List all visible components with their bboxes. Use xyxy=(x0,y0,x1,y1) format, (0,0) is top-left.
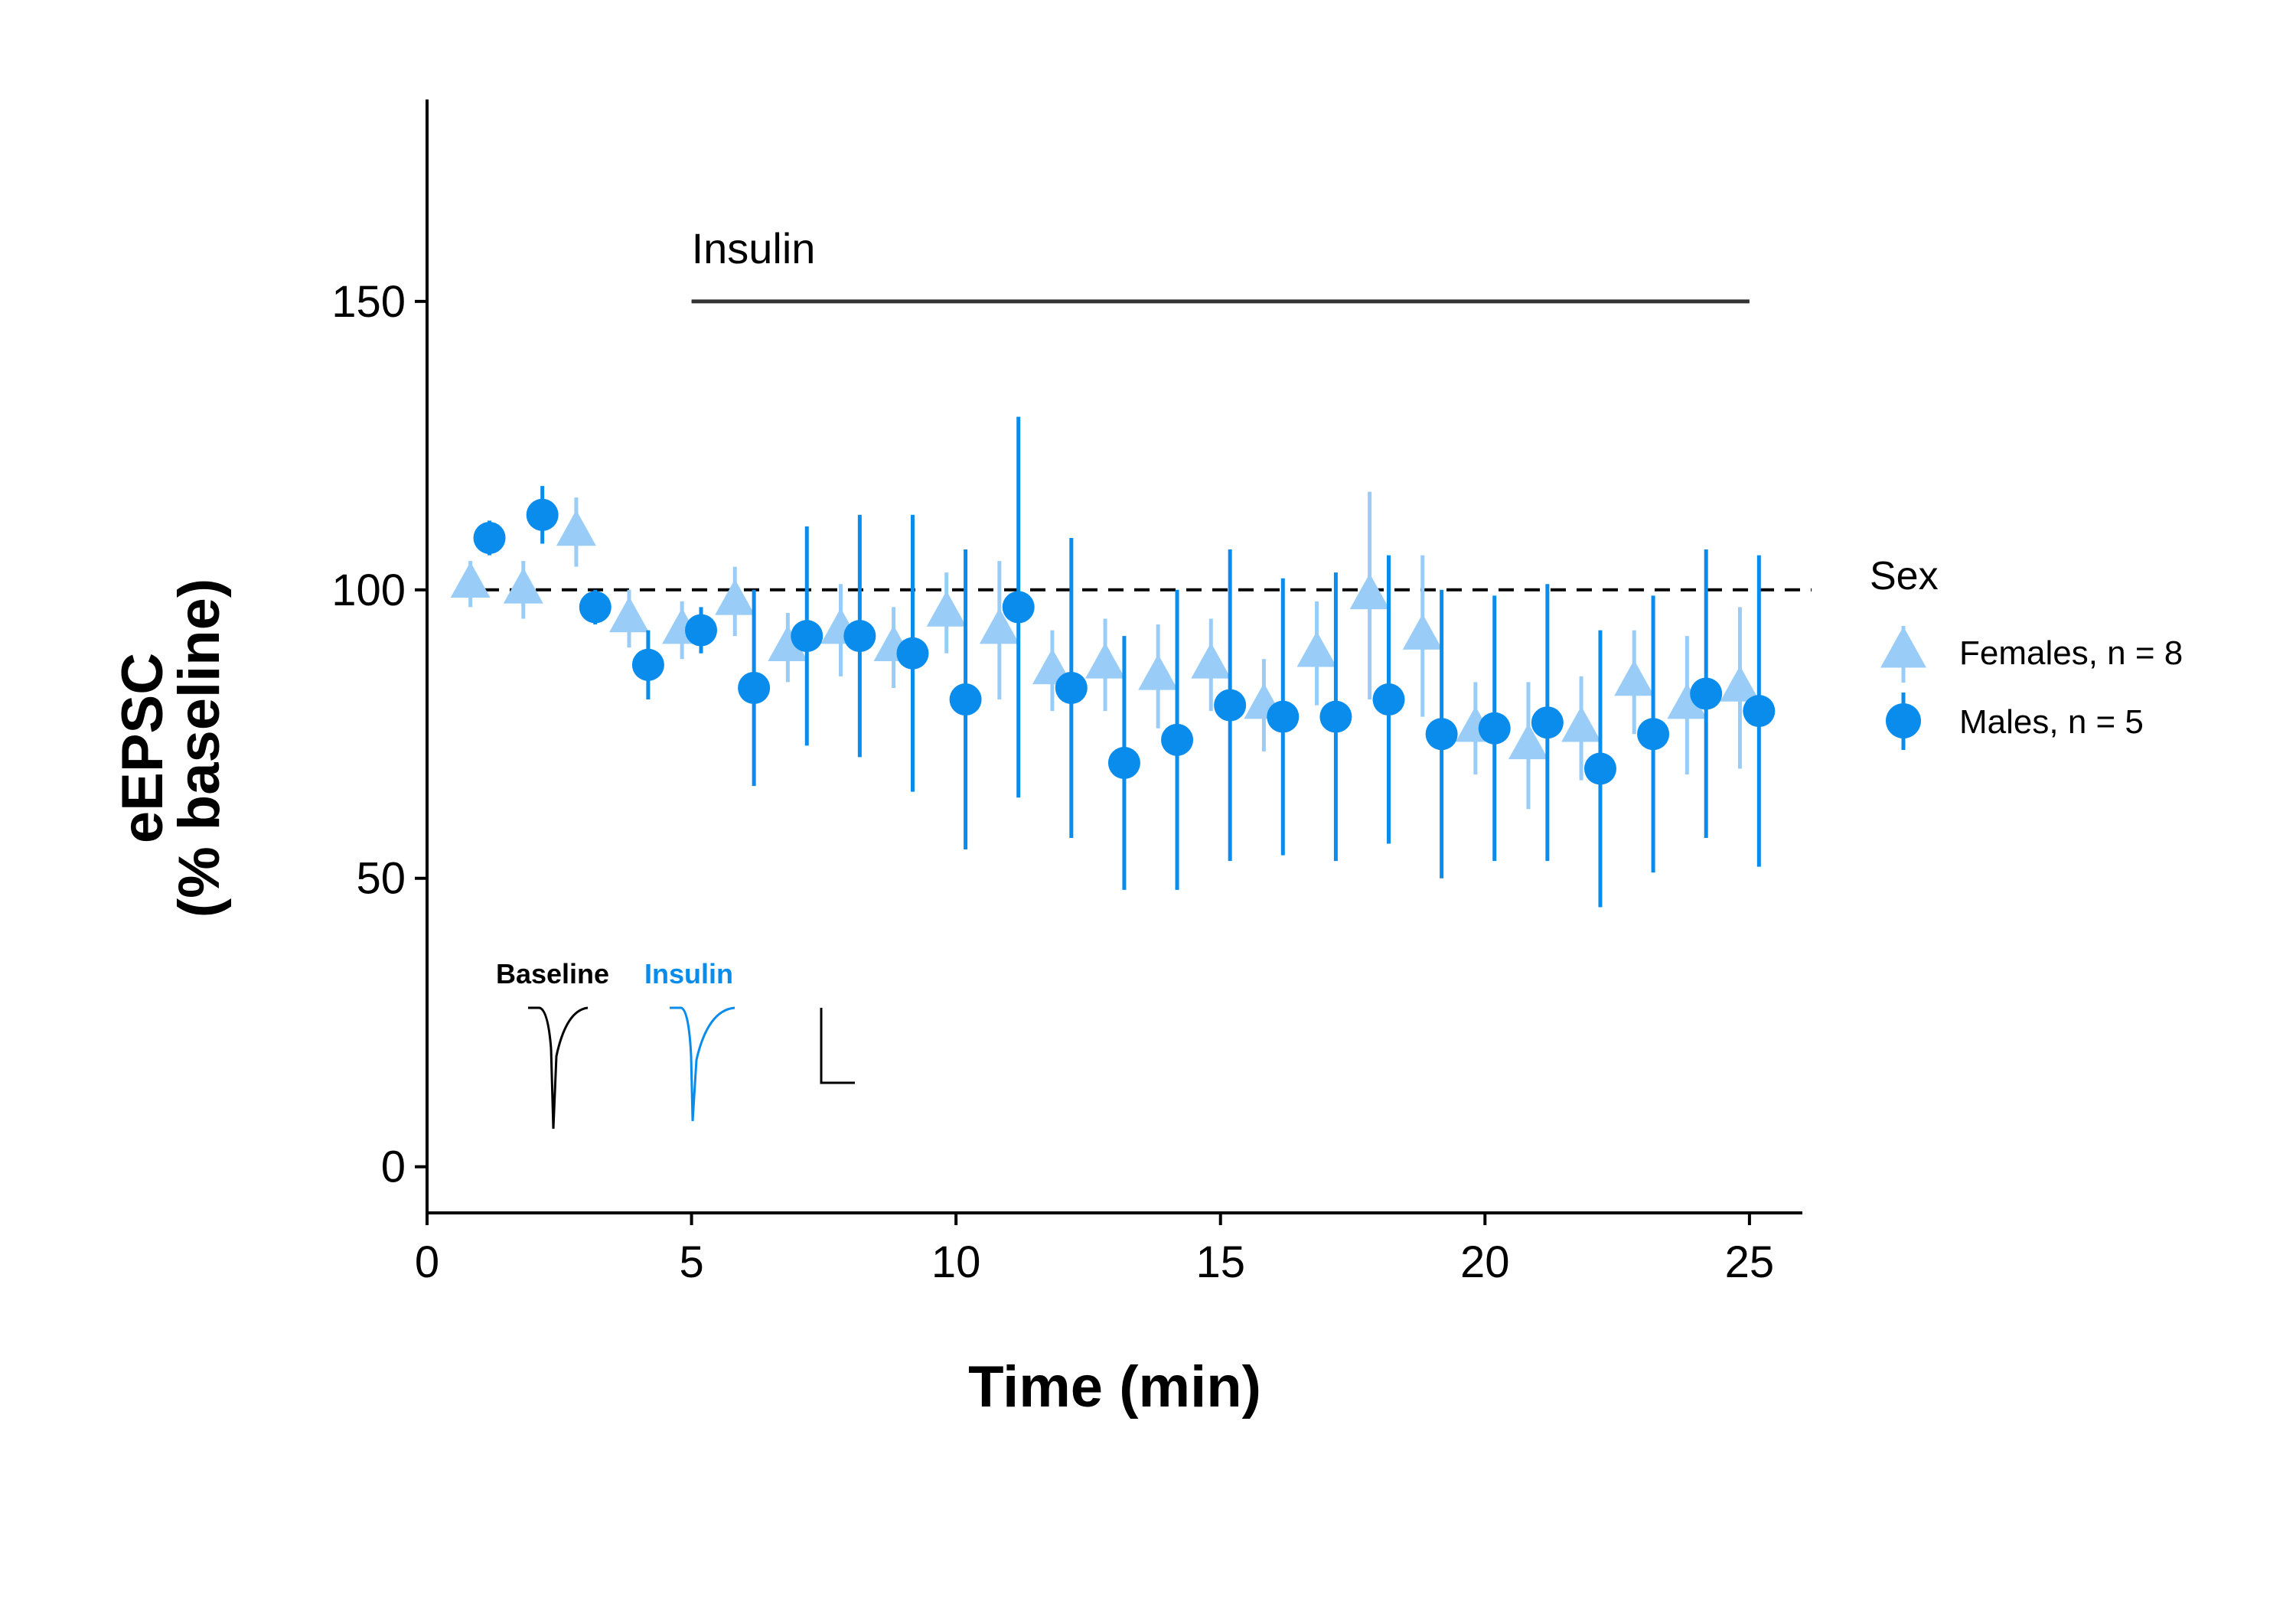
male-point xyxy=(1743,695,1776,728)
male-point xyxy=(949,683,982,716)
y-tick-label: 50 xyxy=(356,854,406,904)
male-point xyxy=(791,620,823,653)
female-point xyxy=(1402,614,1443,650)
male-point xyxy=(1214,689,1247,722)
female-point xyxy=(768,625,808,661)
male-point xyxy=(631,648,664,681)
legend-female-marker xyxy=(1880,626,1926,668)
x-axis-title: Time (min) xyxy=(968,1354,1261,1420)
male-point xyxy=(1583,752,1616,785)
legend-male-label: Males, n = 5 xyxy=(1959,703,2144,741)
female-point xyxy=(1349,573,1390,610)
female-point xyxy=(556,510,596,546)
x-tick-label: 0 xyxy=(415,1237,439,1287)
female-point xyxy=(1508,723,1548,760)
male-point xyxy=(843,620,876,653)
male-point xyxy=(896,637,929,670)
male-point xyxy=(1107,746,1140,779)
y-axis-title-line2: (% baseline) xyxy=(167,579,232,918)
female-point xyxy=(979,608,1019,644)
x-tick-label: 20 xyxy=(1460,1237,1510,1287)
male-point xyxy=(473,521,506,554)
male-point xyxy=(1319,700,1352,733)
male-point xyxy=(1267,700,1300,733)
male-point xyxy=(526,498,559,531)
inset-baseline-trace xyxy=(528,1006,589,1129)
x-tick-label: 15 xyxy=(1195,1237,1245,1287)
male-point xyxy=(738,671,771,704)
female-point xyxy=(1561,706,1602,742)
male-point xyxy=(1637,718,1670,751)
inset-baseline-label: Baseline xyxy=(496,958,609,989)
male-point xyxy=(1478,712,1511,745)
female-point xyxy=(1720,665,1760,702)
male-point xyxy=(1161,723,1194,756)
female-point xyxy=(450,562,491,598)
legend-female-label: Females, n = 8 xyxy=(1959,634,2183,672)
male-point xyxy=(1055,671,1088,704)
female-point xyxy=(609,596,650,633)
male-point xyxy=(579,591,612,624)
male-point xyxy=(1690,677,1723,710)
female-point xyxy=(1614,660,1655,696)
female-point xyxy=(1296,631,1337,667)
female-point xyxy=(715,579,755,615)
male-point xyxy=(1531,706,1564,739)
plot-area: 0 5 10 15 20 25 0 50 100 150 Time (min) eEPSC(% bas… xyxy=(110,99,2183,1420)
y-tick-label: 150 xyxy=(331,277,406,327)
male-point xyxy=(685,614,718,647)
inset-insulin-trace xyxy=(670,1006,735,1122)
male-point xyxy=(1425,718,1458,751)
male-point xyxy=(1002,591,1035,624)
x-tick-label: 5 xyxy=(679,1237,703,1287)
y-tick-label: 0 xyxy=(381,1143,406,1192)
female-point xyxy=(1191,642,1231,679)
female-point xyxy=(1138,654,1179,690)
x-tick-label: 10 xyxy=(931,1237,981,1287)
male-point xyxy=(1372,683,1405,716)
x-tick-label: 25 xyxy=(1725,1237,1775,1287)
female-point xyxy=(926,590,967,627)
legend-male-marker xyxy=(1886,703,1921,738)
treatment-label: Insulin xyxy=(692,224,816,272)
inset-scale-bar xyxy=(820,1008,855,1084)
female-point xyxy=(1085,642,1126,679)
legend-title: Sex xyxy=(1870,554,1939,598)
y-axis-title-line1: eEPSC xyxy=(110,653,175,843)
inset-insulin-label: Insulin xyxy=(644,958,733,989)
female-point xyxy=(1667,683,1707,719)
y-tick-label: 100 xyxy=(331,566,406,615)
female-point xyxy=(503,567,543,604)
